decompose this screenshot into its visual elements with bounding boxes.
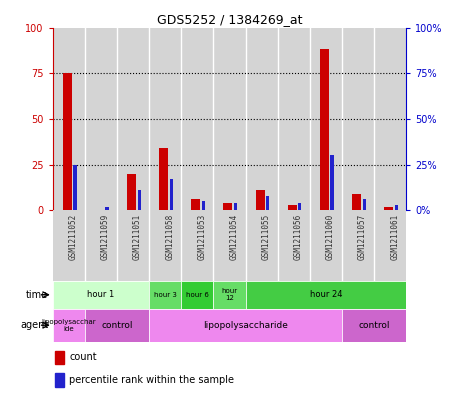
Bar [213, 28, 246, 210]
Text: GSM1211053: GSM1211053 [197, 214, 207, 260]
Text: GSM1211056: GSM1211056 [294, 214, 303, 260]
Text: control: control [101, 321, 133, 330]
Bar [85, 309, 149, 342]
Bar [213, 281, 246, 309]
Bar [278, 210, 310, 281]
Text: lipopolysacchar
ide: lipopolysacchar ide [41, 319, 96, 332]
Bar [149, 309, 342, 342]
Text: GSM1211060: GSM1211060 [326, 214, 335, 260]
Bar [106, 207, 109, 210]
Bar [181, 28, 213, 210]
Bar [384, 207, 393, 210]
Bar [246, 281, 406, 309]
Text: GSM1211057: GSM1211057 [358, 214, 367, 260]
Text: GSM1211051: GSM1211051 [133, 214, 142, 260]
Text: agent: agent [20, 320, 48, 330]
Bar [256, 190, 264, 210]
Text: lipopolysaccharide: lipopolysaccharide [203, 321, 288, 330]
Bar [234, 203, 237, 210]
Bar [53, 309, 85, 342]
Bar [202, 201, 205, 210]
Text: control: control [358, 321, 390, 330]
Text: GSM1211059: GSM1211059 [101, 214, 110, 260]
Bar [53, 281, 149, 309]
Bar [310, 28, 342, 210]
Bar [310, 210, 342, 281]
Bar [53, 210, 85, 281]
Bar [288, 205, 297, 210]
Bar [170, 179, 173, 210]
Bar [149, 28, 181, 210]
Text: GSM1211055: GSM1211055 [262, 214, 271, 260]
Text: hour
12: hour 12 [221, 288, 238, 301]
Bar [149, 281, 181, 309]
Bar [374, 210, 406, 281]
Bar [63, 73, 72, 210]
Bar [85, 210, 117, 281]
Title: GDS5252 / 1384269_at: GDS5252 / 1384269_at [157, 13, 302, 26]
Bar [342, 210, 374, 281]
Bar [55, 373, 64, 387]
Bar [149, 210, 181, 281]
Text: GSM1211052: GSM1211052 [69, 214, 78, 260]
Text: percentile rank within the sample: percentile rank within the sample [69, 375, 234, 385]
Text: hour 1: hour 1 [87, 290, 115, 299]
Bar [213, 210, 246, 281]
Bar [374, 28, 406, 210]
Bar [363, 199, 366, 210]
Bar [320, 50, 329, 210]
Text: time: time [26, 290, 48, 300]
Bar [224, 203, 232, 210]
Bar [342, 28, 374, 210]
Bar [53, 28, 85, 210]
Bar [73, 165, 77, 210]
Bar [352, 194, 361, 210]
Bar [246, 210, 278, 281]
Bar [278, 28, 310, 210]
Text: count: count [69, 353, 97, 362]
Bar [342, 309, 406, 342]
Bar [117, 210, 149, 281]
Bar [298, 203, 302, 210]
Bar [117, 28, 149, 210]
Bar [246, 28, 278, 210]
Bar [266, 196, 269, 210]
Bar [181, 210, 213, 281]
Bar [138, 190, 141, 210]
Bar [395, 205, 398, 210]
Text: hour 6: hour 6 [186, 292, 209, 298]
Bar [127, 174, 136, 210]
Bar [55, 351, 64, 364]
Bar [330, 155, 334, 210]
Text: hour 24: hour 24 [310, 290, 342, 299]
Text: GSM1211061: GSM1211061 [390, 214, 399, 260]
Text: hour 3: hour 3 [154, 292, 177, 298]
Bar [85, 28, 117, 210]
Bar [159, 148, 168, 210]
Bar [181, 281, 213, 309]
Bar [191, 199, 200, 210]
Text: GSM1211054: GSM1211054 [230, 214, 239, 260]
Text: GSM1211058: GSM1211058 [165, 214, 174, 260]
